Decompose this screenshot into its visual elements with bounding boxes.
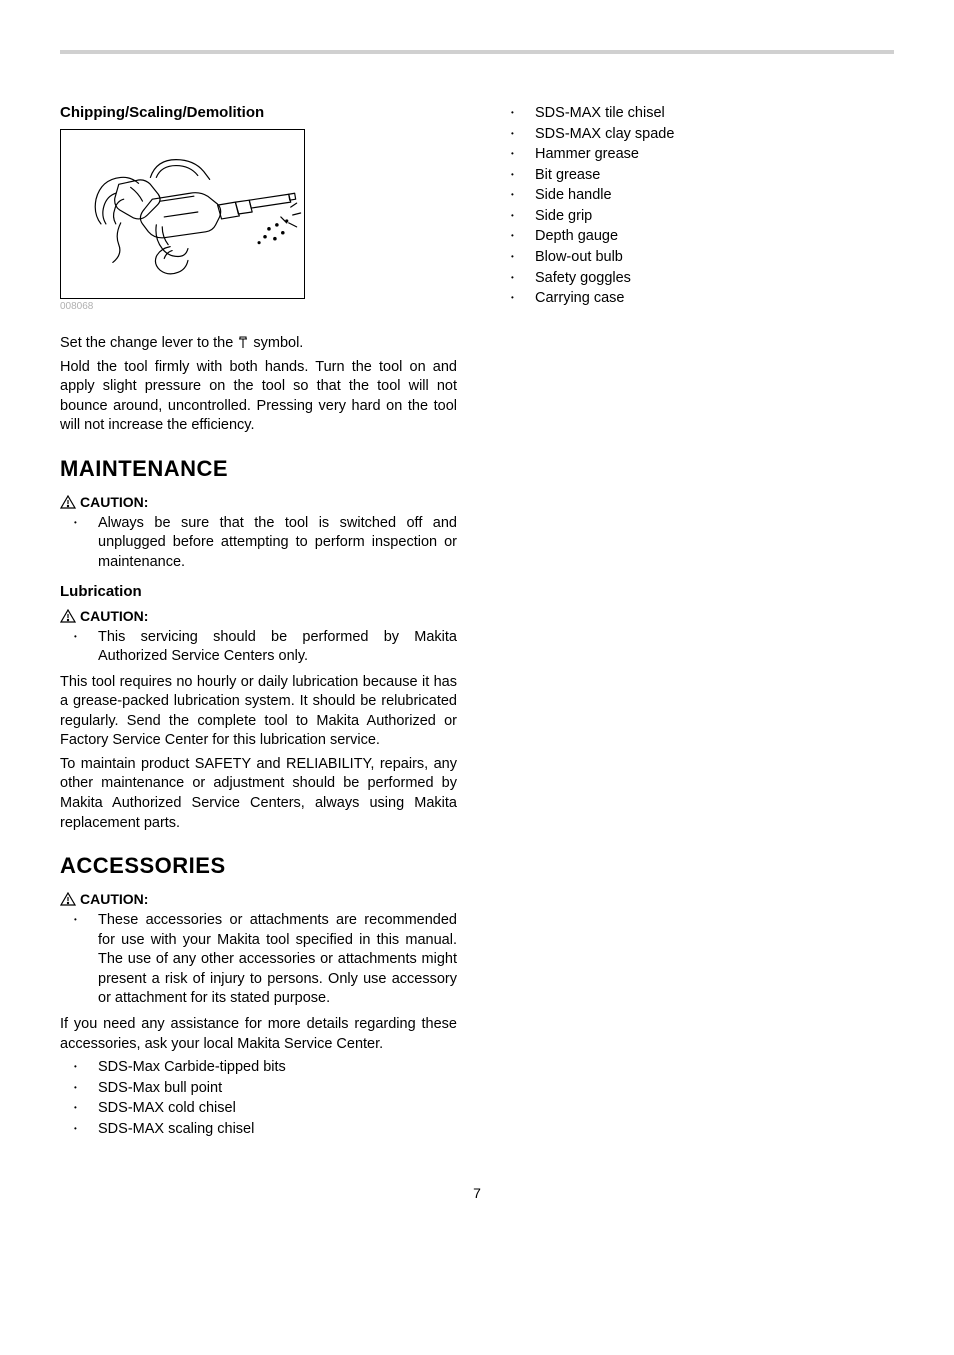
list-item: Side handle xyxy=(497,186,894,206)
hammer-symbol-icon xyxy=(237,335,249,351)
caution-label: CAUTION: xyxy=(80,608,148,624)
page: Chipping/Scaling/Demolition xyxy=(0,0,954,1231)
list-item: These accessories or attachments are rec… xyxy=(60,911,457,1009)
list-item: Blow-out bulb xyxy=(497,248,894,268)
warning-icon xyxy=(60,892,76,906)
list-item: SDS-MAX tile chisel xyxy=(497,104,894,124)
list-item: SDS-Max bull point xyxy=(60,1079,457,1099)
figure-id: 008068 xyxy=(60,301,457,312)
list-item: SDS-MAX scaling chisel xyxy=(60,1120,457,1140)
two-column-layout: Chipping/Scaling/Demolition xyxy=(60,104,894,1145)
rotary-hammer-illustration xyxy=(61,130,304,298)
list-item: Always be sure that the tool is switched… xyxy=(60,514,457,573)
page-number: 7 xyxy=(60,1185,894,1201)
accessories-para: If you need any assistance for more deta… xyxy=(60,1015,457,1054)
caution-label: CAUTION: xyxy=(80,494,148,510)
accessories-list-left: SDS-Max Carbide-tipped bits SDS-Max bull… xyxy=(60,1058,457,1139)
left-column: Chipping/Scaling/Demolition xyxy=(60,104,457,1145)
lubrication-caution-list: This servicing should be performed by Ma… xyxy=(60,628,457,667)
maintenance-heading: MAINTENANCE xyxy=(60,456,457,482)
list-item: Side grip xyxy=(497,207,894,227)
list-item: SDS-MAX cold chisel xyxy=(60,1099,457,1119)
list-item: Safety goggles xyxy=(497,269,894,289)
accessories-caution-list: These accessories or attachments are rec… xyxy=(60,911,457,1009)
lubrication-heading: Lubrication xyxy=(60,583,457,600)
chipping-heading: Chipping/Scaling/Demolition xyxy=(60,104,457,121)
list-item: Bit grease xyxy=(497,166,894,186)
list-item: SDS-MAX clay spade xyxy=(497,125,894,145)
maintenance-caution: CAUTION: xyxy=(60,494,457,510)
list-item: Depth gauge xyxy=(497,227,894,247)
list-item: Carrying case xyxy=(497,289,894,309)
list-item: This servicing should be performed by Ma… xyxy=(60,628,457,667)
lubrication-para-2: To maintain product SAFETY and RELIABILI… xyxy=(60,755,457,833)
accessories-list-right: SDS-MAX tile chisel SDS-MAX clay spade H… xyxy=(497,104,894,309)
chipping-para-1a: Set the change lever to the xyxy=(60,335,237,351)
lubrication-caution: CAUTION: xyxy=(60,608,457,624)
chipping-para-2: Hold the tool firmly with both hands. Tu… xyxy=(60,358,457,436)
warning-icon xyxy=(60,495,76,509)
warning-icon xyxy=(60,609,76,623)
list-item: Hammer grease xyxy=(497,145,894,165)
chipping-figure xyxy=(60,129,305,299)
caution-label: CAUTION: xyxy=(80,891,148,907)
accessories-heading: ACCESSORIES xyxy=(60,853,457,879)
accessories-caution: CAUTION: xyxy=(60,891,457,907)
chipping-para-1: Set the change lever to the symbol. xyxy=(60,334,457,354)
list-item: SDS-Max Carbide-tipped bits xyxy=(60,1058,457,1078)
chipping-para-1b: symbol. xyxy=(249,335,303,351)
maintenance-caution-list: Always be sure that the tool is switched… xyxy=(60,514,457,573)
top-separator xyxy=(60,50,894,54)
lubrication-para-1: This tool requires no hourly or daily lu… xyxy=(60,673,457,751)
right-column: SDS-MAX tile chisel SDS-MAX clay spade H… xyxy=(497,104,894,1145)
